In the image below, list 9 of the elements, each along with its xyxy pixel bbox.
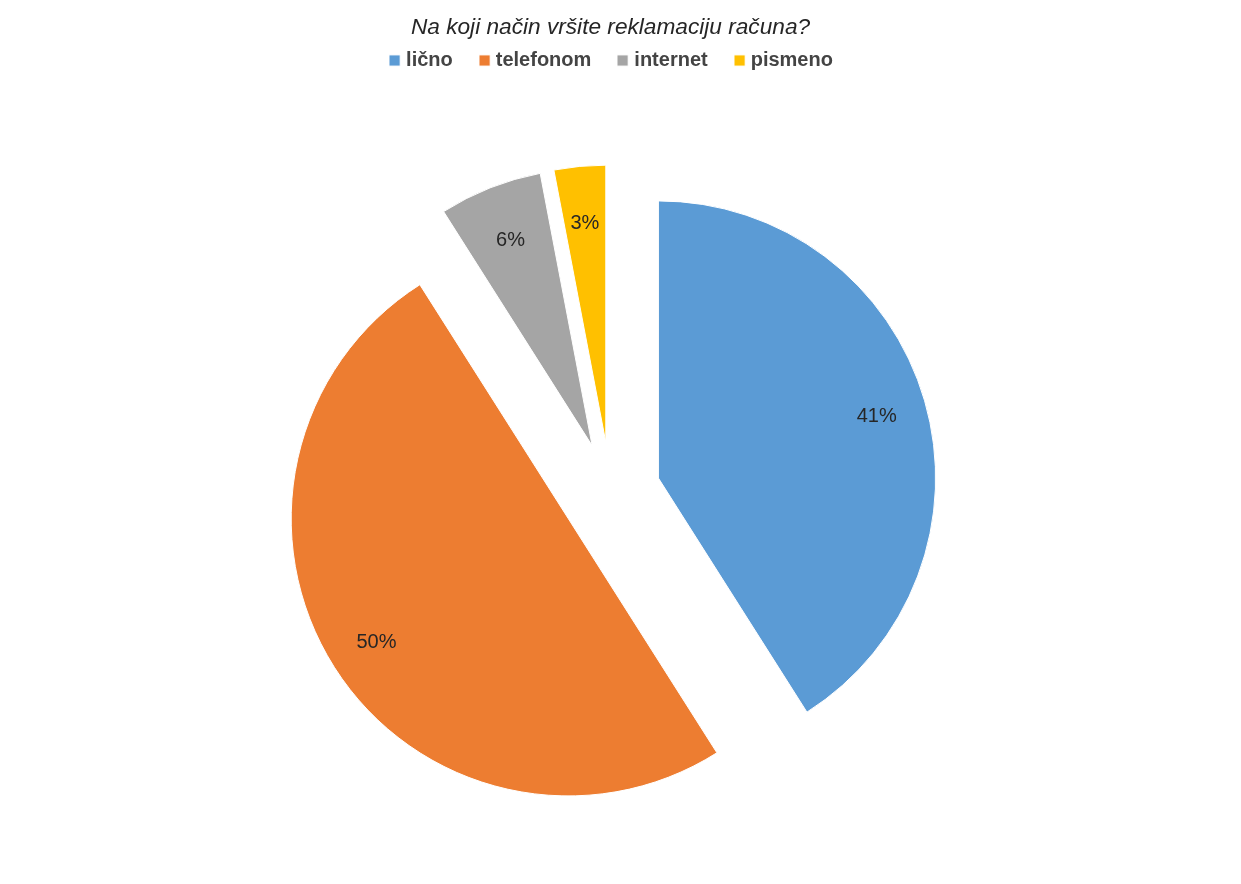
legend-label: telefonom xyxy=(495,48,592,71)
chart-title: Na koji način vršite reklamaciju računa? xyxy=(410,12,811,39)
legend-label: internet xyxy=(634,48,708,71)
data-label: 41% xyxy=(856,403,897,426)
data-label: 3% xyxy=(570,210,600,233)
legend-label: pismeno xyxy=(750,48,833,71)
data-label: 6% xyxy=(496,228,526,251)
data-label: 50% xyxy=(356,629,397,652)
legend-label: lično xyxy=(406,48,453,71)
